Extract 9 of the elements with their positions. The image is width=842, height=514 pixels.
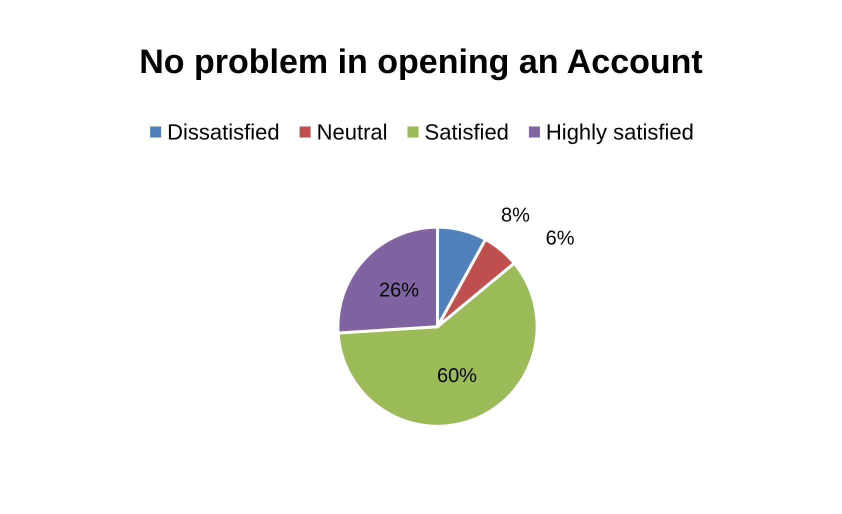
data-label: 8% bbox=[501, 204, 530, 227]
legend-label: Dissatisfied bbox=[167, 120, 280, 144]
chart-title: No problem in opening an Account bbox=[139, 43, 703, 81]
data-label: 6% bbox=[546, 227, 575, 250]
data-label: 26% bbox=[379, 280, 420, 302]
legend-label: Neutral bbox=[316, 120, 388, 144]
data-label: 60% bbox=[436, 364, 478, 387]
legend-label: Highly satisfied bbox=[546, 120, 694, 144]
legend-label: Satisfied bbox=[424, 120, 509, 144]
